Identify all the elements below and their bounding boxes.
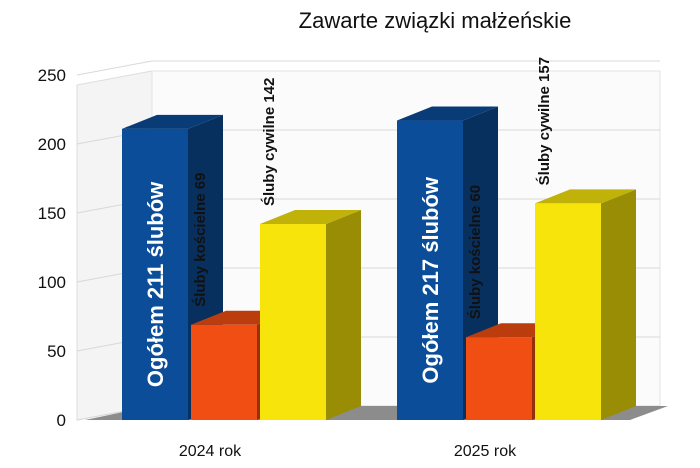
bar-front [260,224,326,420]
bar-top [122,114,223,129]
bar-side [601,189,636,420]
bar-top [397,106,498,121]
x-axis-categories: 2024 rok 2025 rok [179,443,517,460]
y-tick-label: 250 [38,66,66,85]
bar-label: Ogółem 211 ślubów [143,181,168,387]
bar-label: Śluby kościelne 60 [466,185,484,319]
bar-front [466,337,532,420]
x-category-label: 2024 rok [179,443,242,460]
bar-top [535,189,636,204]
y-tick-label: 50 [47,342,66,361]
bar-labels: Ogółem 211 ślubów Śluby kościelne 69 Śluby… [143,57,553,387]
bar-label: Śluby cywilne 157 [535,57,553,185]
y-axis-ticks: 0 50 100 150 200 250 [38,66,66,430]
gridline [76,60,660,76]
y-tick-label: 0 [57,411,66,430]
bar-label: Śluby kościelne 69 [191,173,209,307]
y-tick-label: 150 [38,204,66,223]
bar-front [191,324,257,420]
bar-top [260,210,361,225]
bar-front [122,128,188,420]
bar-front [397,120,463,420]
bars [122,106,636,420]
bar-label: Śluby cywilne 142 [260,78,278,206]
bar [260,210,361,420]
chart-title: Zawarte związki małżeńskie [299,8,572,33]
bar-front [535,203,601,420]
bar-side [326,210,361,420]
x-category-label: 2025 rok [454,443,517,460]
bar [535,189,636,420]
y-tick-label: 100 [38,273,66,292]
bar-label: Ogółem 217 ślubów [418,176,443,383]
y-tick-label: 200 [38,135,66,154]
